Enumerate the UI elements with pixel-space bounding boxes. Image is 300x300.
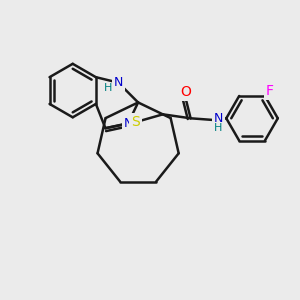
Text: H: H [214,123,223,133]
Text: S: S [131,115,140,129]
Text: F: F [266,84,274,98]
Text: O: O [180,85,191,98]
Text: N: N [214,112,223,125]
Text: H: H [104,82,112,93]
Text: N: N [124,117,133,130]
Text: N: N [114,76,123,89]
